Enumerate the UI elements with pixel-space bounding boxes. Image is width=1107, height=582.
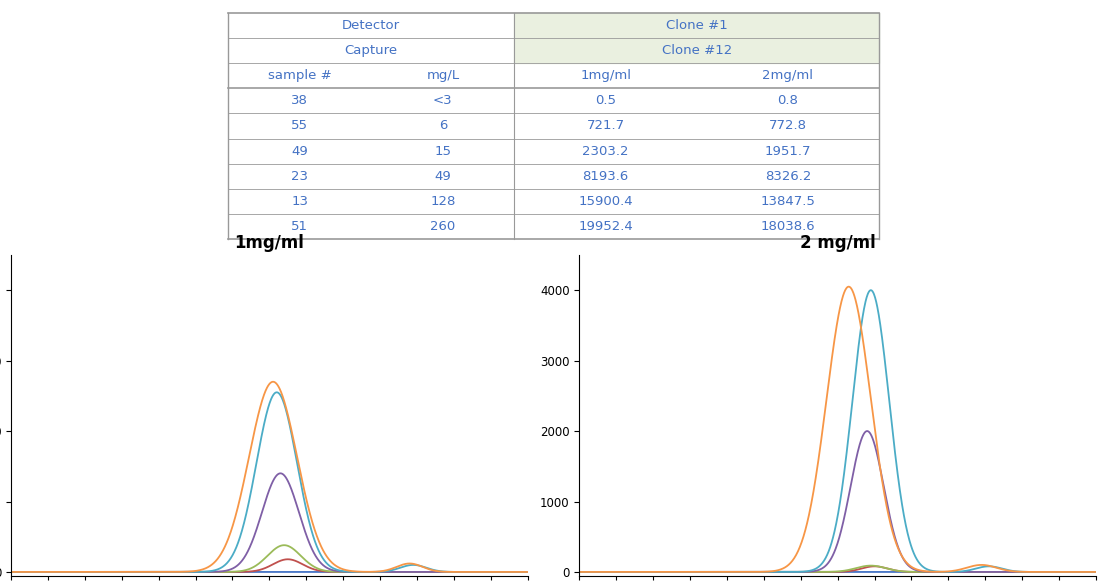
Text: Clone #12: Clone #12 [662,44,732,57]
Text: 13: 13 [291,195,308,208]
Bar [515,38,879,63]
Text: 2303.2: 2303.2 [582,144,629,158]
Bar [515,13,879,38]
Text: 15: 15 [434,144,452,158]
Text: <3: <3 [433,94,453,107]
Text: 55: 55 [291,119,308,133]
Text: 51: 51 [291,220,308,233]
Text: 13847.5: 13847.5 [761,195,815,208]
Title: 2 mg/ml: 2 mg/ml [799,234,876,252]
Text: Clone #1: Clone #1 [665,19,727,32]
Text: 721.7: 721.7 [587,119,624,133]
Text: Detector: Detector [342,19,401,32]
Text: 49: 49 [291,144,308,158]
Text: 49: 49 [434,170,452,183]
Text: 19952.4: 19952.4 [578,220,633,233]
Text: 23: 23 [291,170,308,183]
Text: 0.8: 0.8 [777,94,798,107]
Text: 6: 6 [438,119,447,133]
Text: 18038.6: 18038.6 [761,220,815,233]
Text: 260: 260 [431,220,455,233]
Text: 128: 128 [431,195,456,208]
Text: 15900.4: 15900.4 [578,195,633,208]
Text: 2mg/ml: 2mg/ml [763,69,814,82]
Text: 0.5: 0.5 [596,94,617,107]
Text: 8193.6: 8193.6 [582,170,629,183]
Text: 772.8: 772.8 [769,119,807,133]
Text: 1mg/ml: 1mg/ml [580,69,631,82]
Text: sample #: sample # [268,69,331,82]
Text: 1951.7: 1951.7 [765,144,811,158]
Text: Capture: Capture [344,44,397,57]
Text: 38: 38 [291,94,308,107]
Text: 8326.2: 8326.2 [765,170,811,183]
Title: 1mg/ml: 1mg/ml [235,234,304,252]
Text: mg/L: mg/L [426,69,459,82]
